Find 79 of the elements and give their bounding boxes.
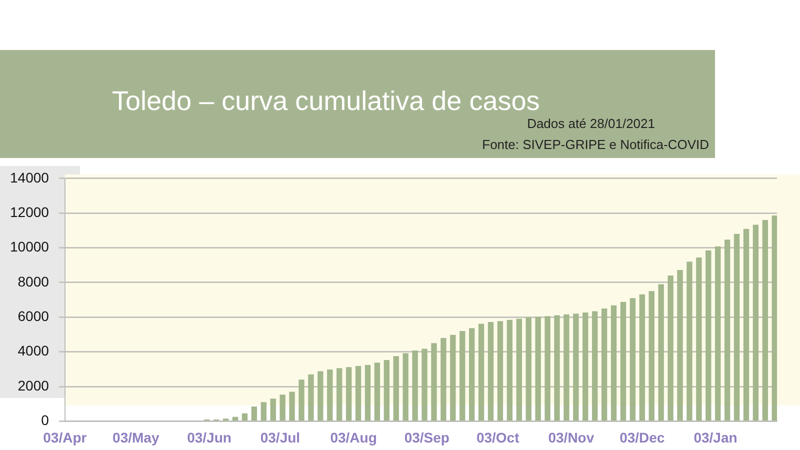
bar: [270, 398, 276, 420]
bar: [752, 224, 759, 420]
bar: [422, 348, 428, 420]
y-tick-label: 10000: [10, 238, 50, 255]
bar: [526, 317, 532, 420]
x-tick-label: 03/Aug: [330, 429, 377, 446]
x-tick-label: 03/May: [112, 429, 160, 446]
bar: [412, 350, 418, 420]
y-tick-label: 0: [41, 412, 50, 428]
bar: [658, 284, 664, 420]
bar: [592, 311, 598, 420]
bar: [734, 234, 740, 420]
bar: [772, 216, 777, 420]
bar: [544, 316, 550, 420]
bar: [384, 360, 390, 420]
bar: [355, 366, 362, 420]
bar: [488, 322, 494, 420]
bar: [686, 262, 692, 420]
bar: [468, 328, 475, 420]
bar: [308, 374, 314, 420]
y-tick-label: 6000: [18, 308, 50, 324]
y-tick-label: 12000: [10, 204, 50, 220]
x-tick-label: 03/Dec: [620, 429, 665, 446]
y-tick-label: 14000: [10, 169, 50, 186]
x-tick-label: 03/Jan: [694, 429, 738, 446]
bar: [582, 312, 588, 420]
bar: [289, 392, 295, 420]
bar: [364, 365, 371, 420]
bar: [706, 250, 712, 420]
text: Dados até 28/01/2021: [527, 116, 655, 131]
bar: [516, 318, 522, 420]
bar: [639, 294, 645, 420]
bar: [677, 270, 683, 420]
x-tick-label: 03/Oct: [476, 429, 520, 446]
chart-title: Toledo – curva cumulativa de casos: [112, 86, 540, 117]
bar: [298, 380, 304, 420]
bar: [280, 394, 286, 420]
bar: [251, 406, 258, 420]
bar: [450, 334, 456, 420]
bar: [535, 316, 541, 420]
bar: [497, 321, 504, 420]
bar: [374, 362, 380, 420]
bar: [478, 324, 484, 420]
x-tick-label: 03/Sep: [404, 429, 450, 446]
bar: [431, 343, 437, 420]
source-note: Fonte: SIVEP-GRIPE e Notifica-COVID: [482, 137, 709, 152]
bar: [715, 246, 721, 420]
y-tick-label: 8000: [18, 273, 50, 290]
bar: [696, 257, 702, 420]
bar: [336, 368, 342, 420]
bar: [620, 302, 626, 420]
bar: [648, 291, 654, 420]
bar: [393, 356, 399, 420]
y-tick-label: 4000: [18, 342, 50, 359]
bar: [346, 367, 352, 420]
y-tick-label: 2000: [18, 377, 50, 394]
bar: [724, 240, 730, 420]
x-tick-label: 03/Nov: [548, 429, 594, 446]
bar: [762, 220, 768, 420]
bar: [460, 331, 466, 420]
bar: [630, 298, 636, 420]
x-tick-label: 03/Apr: [43, 429, 88, 446]
bar: [242, 413, 248, 420]
bar: [318, 371, 324, 420]
bar: [232, 416, 238, 420]
bar: [573, 314, 579, 420]
bar: [601, 308, 608, 420]
bar: [327, 370, 333, 420]
bar: [260, 402, 266, 420]
bar: [506, 320, 513, 420]
bar: [743, 228, 750, 420]
bar: [668, 276, 674, 420]
x-tick-label: 03/Jun: [187, 429, 232, 446]
bar: [554, 315, 560, 420]
x-tick-label: 03/Jul: [260, 429, 300, 446]
bar: [440, 338, 446, 420]
bar: [402, 353, 408, 420]
bar: [610, 305, 617, 420]
bar: [564, 314, 570, 420]
